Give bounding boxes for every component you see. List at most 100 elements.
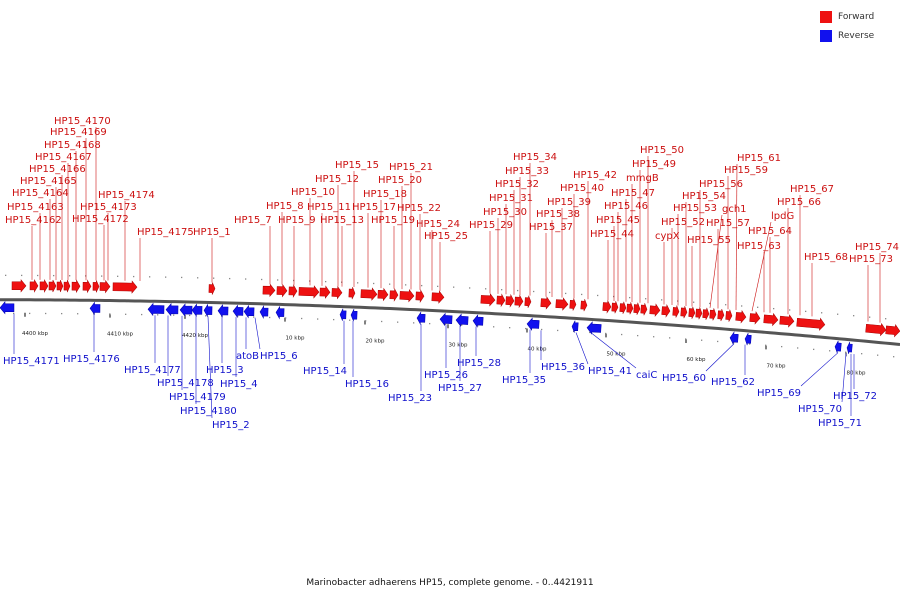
scale-label: 70 kbp [767,363,786,369]
forward-gene-arrow [779,314,795,328]
track-dot [461,324,463,326]
track-dot [77,313,79,315]
forward-gene-arrow [71,279,81,294]
reverse-gene-arrow [439,312,453,327]
legend-reverse-label: Reverse [838,30,875,41]
reverse-gene-arrow [259,305,269,319]
forward-gene-arrow [619,301,627,314]
track-dot [133,275,135,278]
track-dot [621,333,623,336]
reverse-gene-label: HP15_69 [757,388,801,399]
genome-backbone [0,298,900,347]
track-dot [741,305,743,307]
forward-gene-arrow [749,311,761,325]
track-dot [429,322,431,325]
track-dot [285,317,287,319]
forward-gene-label: HP15_13 [320,215,364,226]
track-dot [645,298,647,300]
reverse-gene-arrow [89,301,101,316]
forward-gene-label: HP15_4173 [80,202,137,213]
reverse-gene-arrow [350,309,358,322]
reverse-gene-arrow [846,341,853,354]
reverse-gene-label: HP15_28 [457,358,501,369]
reverse-gene-arrow [191,303,203,318]
track-dot [701,339,703,341]
forward-gene-label: HP15_22 [397,203,441,214]
label-leader [207,316,213,419]
reverse-gene-label: HP15_4 [220,379,258,390]
forward-gene-arrow [688,306,696,319]
forward-gene-label: HP15_4168 [44,140,101,151]
forward-gene-arrow [11,279,27,293]
track-dot [717,340,719,343]
track-dot [693,301,695,303]
track-dot [309,280,311,282]
reverse-gene-label: HP15_36 [541,362,585,373]
forward-gene-label: HP15_34 [513,152,557,163]
track-dot [101,275,103,277]
scale-label: 4410 kbp [107,332,133,338]
track-dot [365,320,367,322]
forward-gene-label: HP15_33 [505,166,549,177]
forward-gene-arrow [331,285,343,300]
track-dot [21,274,23,277]
forward-gene-arrow [99,279,111,294]
track-dot [893,356,895,358]
reverse-gene-label: HP15_62 [711,377,755,388]
track-dot [509,327,511,329]
forward-gene-arrow [56,279,64,293]
scale-ticks: 4400 kbp 4410 kbp 4420 kbp 10 kbp 20 kbp 30 k… [5,274,895,376]
forward-gene-label: HP15_44 [590,229,634,240]
scale-label: 4400 kbp [22,331,48,337]
reverse-gene-label: HP15_6 [260,351,298,362]
forward-gene-label: HP15_4170 [54,116,111,127]
forward-gene-arrow [319,285,331,299]
forward-gene-label: HP15_37 [529,222,573,233]
track-dot [317,318,319,320]
track-dot [525,327,527,330]
reverse-gene-label: HP15_72 [833,391,877,402]
forward-gene-label: HP15_38 [536,209,580,220]
reverse-gene-label: caiC [636,370,657,381]
reverse-gene-label: HP15_71 [818,418,862,429]
forward-gene-label: HP15_19 [371,215,415,226]
forward-gene-arrow [611,301,619,314]
track-dot [37,274,39,277]
track-dot [141,313,143,316]
map-caption: Marinobacter adhaerens HP15, complete ge… [306,578,594,588]
track-dot [829,350,831,352]
forward-gene-label: HP15_49 [632,159,676,170]
track-dot [5,274,7,277]
forward-gene-label: HP15_4174 [98,190,155,201]
forward-gene-label: HP15_53 [673,203,717,214]
label-leader [735,163,738,310]
reverse-gene-arrow [416,311,426,326]
track-dot [589,331,591,334]
forward-gene-label: lpdG [771,211,794,222]
track-dot [301,317,303,320]
track-dot [605,332,607,335]
forward-gene-label: HP15_17 [352,202,396,213]
track-dot [453,286,455,288]
forward-gene-label: HP15_4163 [7,202,64,213]
scale-label: 10 kbp [286,336,305,342]
forward-gene-label: HP15_54 [682,191,726,202]
legend-forward: Forward [820,10,890,23]
track-dot [325,280,327,283]
forward-gene-arrow [555,297,569,311]
forward-gene-label: HP15_59 [724,165,768,176]
reverse-gene-arrow [729,331,739,345]
forward-gene-arrow [514,294,524,309]
scale-label: 50 kbp [607,351,626,357]
forward-gene-label: HP15_4162 [5,215,62,226]
forward-gene-arrow [399,289,415,303]
track-dot [469,287,471,289]
forward-gene-arrow [633,302,641,315]
track-dot [93,313,95,315]
reverse-gene-arrow [586,321,602,335]
forward-gene-label: mmgB [626,173,659,184]
track-dot [381,320,383,323]
forward-gene-arrow [865,322,887,337]
reverse-gene-label: HP15_2 [212,420,250,431]
reverse-gene-arrow [232,304,244,319]
